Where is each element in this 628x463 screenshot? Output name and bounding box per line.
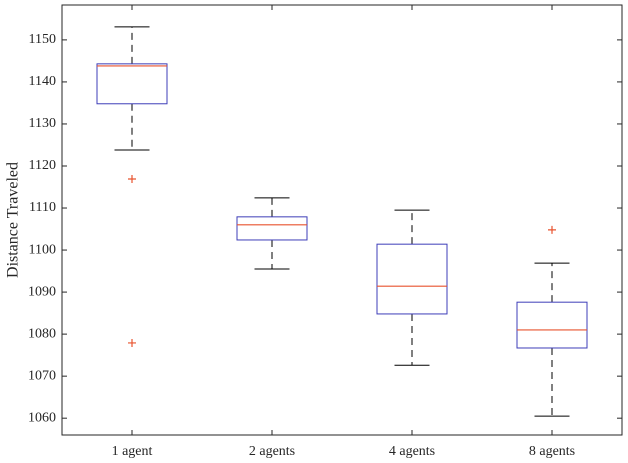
- y-tick-label: 1140: [29, 74, 56, 89]
- y-axis-label: Distance Traveled: [5, 162, 22, 278]
- y-tick-label: 1080: [28, 326, 56, 341]
- outlier: [548, 225, 556, 234]
- x-tick-label: 2 agents: [249, 444, 295, 459]
- y-tick-label: 1120: [29, 158, 56, 173]
- y-tick-label: 1110: [29, 200, 56, 215]
- outlier: [128, 175, 136, 184]
- y-tick-label: 1100: [29, 242, 56, 257]
- x-tick-label: 1 agent: [112, 444, 153, 459]
- outlier: [128, 338, 136, 347]
- y-tick-label: 1150: [29, 32, 56, 47]
- box: [516, 301, 588, 349]
- y-tick-label: 1070: [28, 368, 56, 383]
- y-tick-label: 1060: [28, 410, 56, 425]
- y-tick-label: 1090: [28, 284, 56, 299]
- box: [236, 216, 308, 241]
- box: [376, 243, 448, 315]
- x-tick-label: 8 agents: [529, 444, 575, 459]
- box: [96, 63, 168, 105]
- x-tick-label: 4 agents: [389, 444, 435, 459]
- y-tick-label: 1130: [29, 116, 56, 131]
